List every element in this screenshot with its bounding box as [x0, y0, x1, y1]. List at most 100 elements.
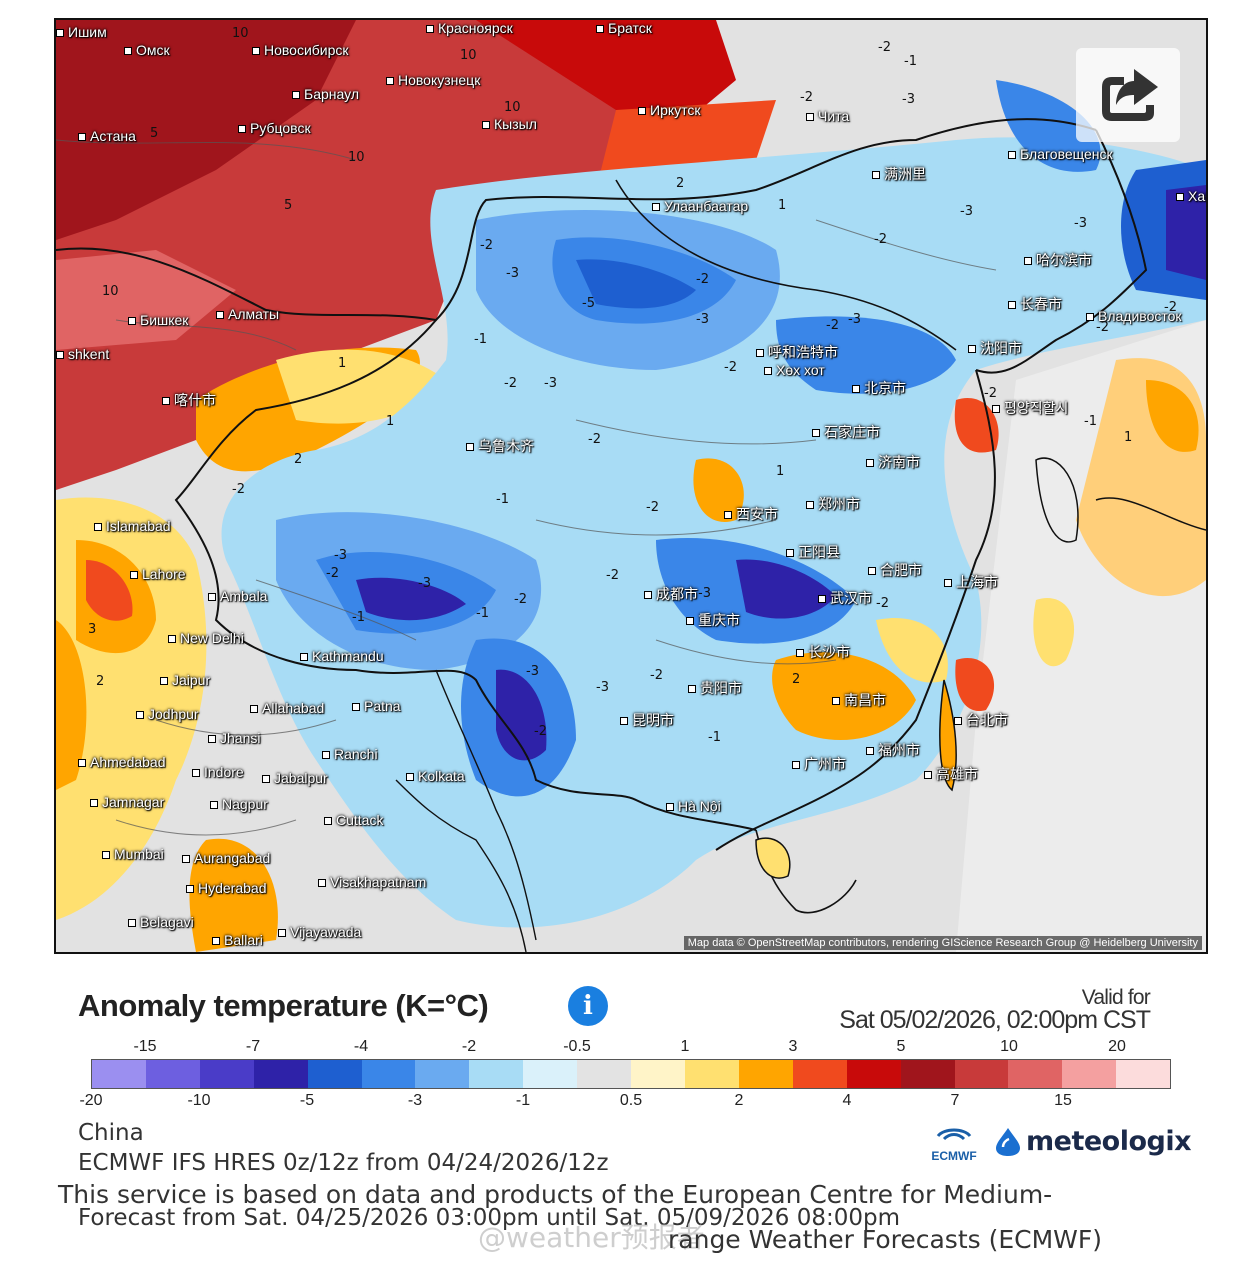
city-label: Jhansi [208, 730, 260, 746]
city-label: Благовещенск [1008, 146, 1113, 162]
isoline-value: -2 [606, 568, 619, 583]
service-notice-line-2: range Weather Forecasts (ECMWF) [668, 1225, 1103, 1254]
scale-swatch [900, 1060, 955, 1088]
scale-swatch [792, 1060, 847, 1088]
isoline-value: -2 [588, 432, 601, 447]
city-label: Иркутск [638, 102, 701, 118]
scale-swatch [523, 1060, 578, 1088]
city-label: Islamabad [94, 518, 171, 534]
city-label: 沈阳市 [968, 338, 1022, 358]
city-label: 正阳县 [786, 542, 840, 562]
valid-for-label: Valid for [1081, 986, 1151, 1009]
color-scale [91, 1059, 1171, 1089]
isoline-value: 2 [96, 674, 105, 689]
isoline-value: -2 [876, 596, 889, 611]
scale-swatch [954, 1060, 1009, 1088]
city-label: Hà Nội [666, 798, 721, 814]
scale-swatch [253, 1060, 308, 1088]
isoline-value: 2 [792, 672, 801, 687]
city-label: 长沙市 [796, 642, 850, 662]
city-label: 昆明市 [620, 710, 674, 730]
isoline-value: -5 [582, 296, 595, 311]
isoline-value: 3 [88, 622, 97, 637]
city-label: Kathmandu [300, 648, 384, 664]
isoline-value: 1 [1124, 430, 1133, 445]
city-label: Чита [806, 108, 849, 124]
valid-time: Sat 05/02/2026, 02:00pm CST [839, 1006, 1151, 1034]
city-label: 上海市 [944, 572, 998, 592]
scale-tick-label: -20 [79, 1092, 103, 1109]
isoline-value: -1 [476, 606, 489, 621]
scale-tick-label: 5 [896, 1038, 906, 1055]
city-label: 台北市 [954, 710, 1008, 730]
weather-map[interactable]: Ишим Омск Новосибирск Красноярск Братск Новок… [54, 18, 1208, 954]
scale-tick-label: -2 [461, 1038, 477, 1055]
isoline-value: -3 [506, 266, 519, 281]
isoline-value: -1 [1084, 414, 1097, 429]
scale-tick-label: 1 [680, 1038, 690, 1055]
model-run-label: ECMWF IFS HRES 0z/12z from 04/24/2026/12… [78, 1150, 609, 1176]
region-label: China [78, 1120, 144, 1146]
city-label: Новокузнецк [386, 72, 480, 88]
scale-swatch [469, 1060, 524, 1088]
city-label: 广州市 [792, 754, 846, 774]
city-label: Ahmedabad [78, 754, 166, 770]
city-label: Барнаул [292, 86, 359, 102]
ecmwf-logo-text: ECMWF [931, 1149, 977, 1163]
city-label: Visakhapatnam [318, 874, 426, 890]
city-label: 乌鲁木齐 [466, 436, 534, 456]
scale-tick-label: -5 [299, 1092, 315, 1109]
city-label: Mumbai [102, 846, 164, 862]
scale-swatch [577, 1060, 632, 1088]
scale-swatch [145, 1060, 200, 1088]
isoline-value: -3 [696, 312, 709, 327]
isoline-value: -3 [596, 680, 609, 695]
scale-tick-label: 0.5 [619, 1092, 643, 1109]
scale-tick-label: 20 [1108, 1038, 1126, 1055]
scale-swatch [361, 1060, 416, 1088]
city-label: Allahabad [250, 700, 324, 716]
scale-swatch [846, 1060, 901, 1088]
city-label: Ишим [56, 24, 107, 40]
isoline-value: -2 [650, 668, 663, 683]
isoline-value: -3 [960, 204, 973, 219]
isoline-value: -3 [1074, 216, 1087, 231]
city-label: 呼和浩特市 [756, 342, 838, 362]
isoline-value: 1 [776, 464, 785, 479]
city-label: Nagpur [210, 796, 268, 812]
city-label: shkent [56, 346, 109, 362]
city-label: Красноярск [426, 20, 513, 36]
isoline-value: -1 [496, 492, 509, 507]
scale-swatch [307, 1060, 362, 1088]
isoline-value: -2 [800, 90, 813, 105]
info-button[interactable]: i [568, 986, 608, 1026]
isoline-value: -3 [334, 548, 347, 563]
city-label: 평양직할시 [992, 398, 1068, 418]
share-icon [1102, 69, 1158, 121]
isoline-value: -3 [526, 664, 539, 679]
isoline-value: 10 [232, 26, 249, 41]
isoline-value: 10 [348, 150, 365, 165]
isoline-value: -2 [646, 500, 659, 515]
share-button[interactable] [1076, 48, 1180, 142]
scale-swatch [684, 1060, 739, 1088]
city-label: Бишкек [128, 312, 188, 328]
scale-tick-label: 3 [788, 1038, 798, 1055]
isoline-value: -3 [698, 586, 711, 601]
city-label: 合肥市 [868, 560, 922, 580]
city-label: Хөх хот [764, 362, 825, 378]
city-label: Jamnagar [90, 794, 164, 810]
city-label: Владивосток [1086, 308, 1182, 324]
isoline-value: -2 [874, 232, 887, 247]
ecmwf-logo[interactable]: ECMWF [926, 1126, 982, 1165]
city-label: 重庆市 [686, 610, 740, 630]
isoline-value: -2 [724, 360, 737, 375]
city-label: Jodhpur [136, 706, 199, 722]
city-label: Hyderabad [186, 880, 267, 896]
scale-tick-label: -15 [133, 1038, 157, 1055]
scale-swatch [738, 1060, 793, 1088]
meteologix-logo[interactable]: meteologix [994, 1126, 1192, 1157]
scale-tick-label: 7 [950, 1092, 960, 1109]
city-label: Ranchi [322, 746, 378, 762]
city-label: Jaipur [160, 672, 210, 688]
